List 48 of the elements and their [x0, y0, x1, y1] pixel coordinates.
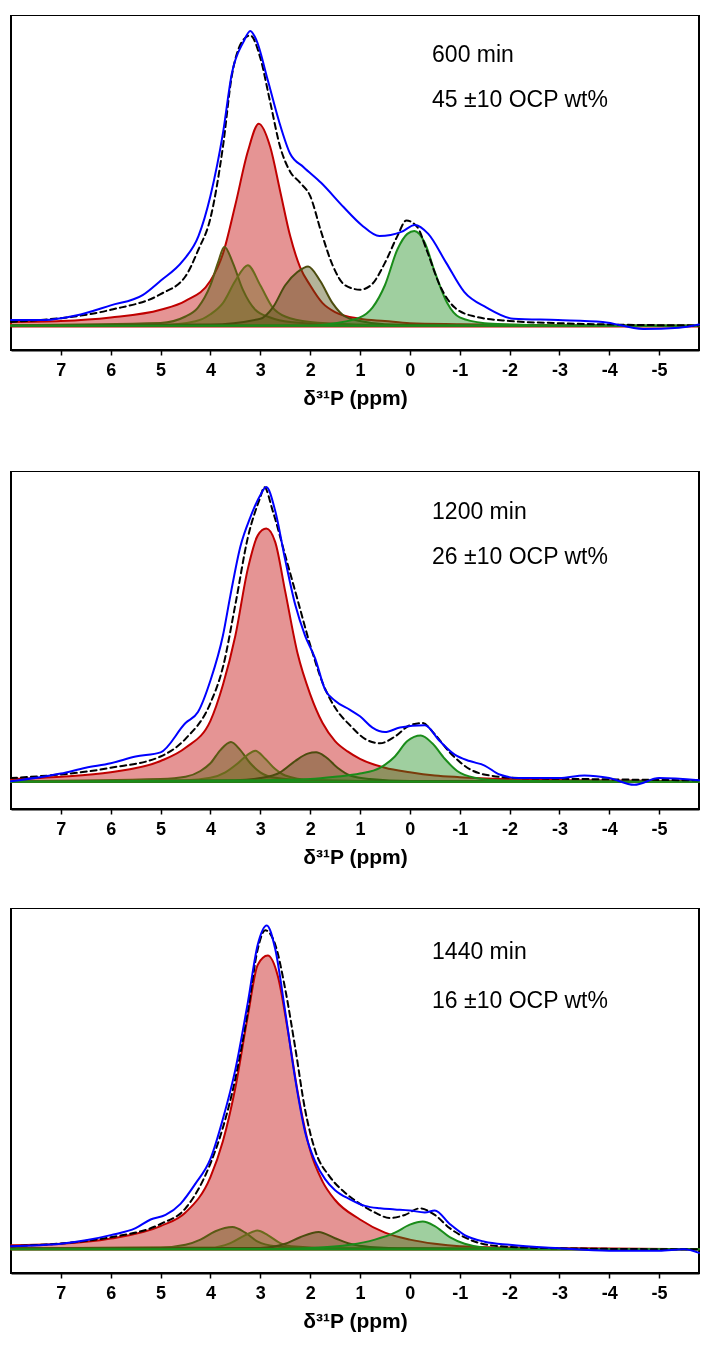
x-tick-label: 5: [156, 359, 167, 380]
x-tick-label: 6: [106, 1282, 117, 1303]
x-tick-label: 2: [305, 1282, 316, 1303]
annotation: 16 ±10 OCP wt%: [432, 987, 608, 1014]
annotation: 1200 min: [432, 497, 527, 524]
x-tick-label: 5: [156, 1282, 167, 1303]
x-tick-label: -1: [452, 359, 469, 380]
x-tick-label: 5: [156, 818, 167, 839]
x-tick-label: -1: [452, 818, 469, 839]
x-tick-label: 4: [205, 359, 216, 380]
annotation: 1440 min: [432, 937, 527, 964]
x-tick-label: 1: [355, 818, 366, 839]
x-tick-label: 4: [205, 1282, 216, 1303]
x-tick-label: 7: [56, 359, 67, 380]
x-axis-title: δ³¹P (ppm): [303, 844, 408, 868]
x-tick-label: -1: [452, 1282, 469, 1303]
x-tick-label: -2: [502, 818, 519, 839]
x-tick-label: 0: [405, 818, 416, 839]
x-tick-label: 0: [405, 359, 416, 380]
x-tick-label: 3: [255, 818, 266, 839]
x-tick-label: -5: [651, 818, 668, 839]
x-tick-label: 1: [355, 1282, 366, 1303]
x-tick-label: -5: [651, 359, 668, 380]
x-tick-label: -2: [502, 1282, 519, 1303]
x-tick-label: 6: [106, 359, 117, 380]
annotation: 26 ±10 OCP wt%: [432, 543, 608, 570]
x-axis-title: δ³¹P (ppm): [303, 1308, 408, 1332]
x-tick-label: 4: [205, 818, 216, 839]
x-tick-label: -3: [551, 359, 568, 380]
x-tick-label: -4: [601, 818, 618, 839]
x-tick-label: 3: [255, 1282, 266, 1303]
x-tick-label: -3: [551, 1282, 568, 1303]
x-tick-label: 2: [305, 818, 316, 839]
x-tick-label: 2: [305, 359, 316, 380]
x-tick-label: 0: [405, 1282, 416, 1303]
x-tick-label: 3: [255, 359, 266, 380]
x-tick-label: -5: [651, 1282, 668, 1303]
x-tick-label: -3: [551, 818, 568, 839]
x-tick-label: -4: [601, 359, 618, 380]
x-tick-label: -4: [601, 1282, 618, 1303]
x-axis-title: δ³¹P (ppm): [303, 385, 408, 409]
x-tick-label: 1: [355, 359, 366, 380]
annotation: 45 ±10 OCP wt%: [432, 86, 608, 113]
x-tick-label: -2: [502, 359, 519, 380]
x-tick-label: 7: [56, 818, 67, 839]
x-tick-label: 6: [106, 818, 117, 839]
annotation: 600 min: [432, 41, 514, 68]
x-tick-label: 7: [56, 1282, 67, 1303]
